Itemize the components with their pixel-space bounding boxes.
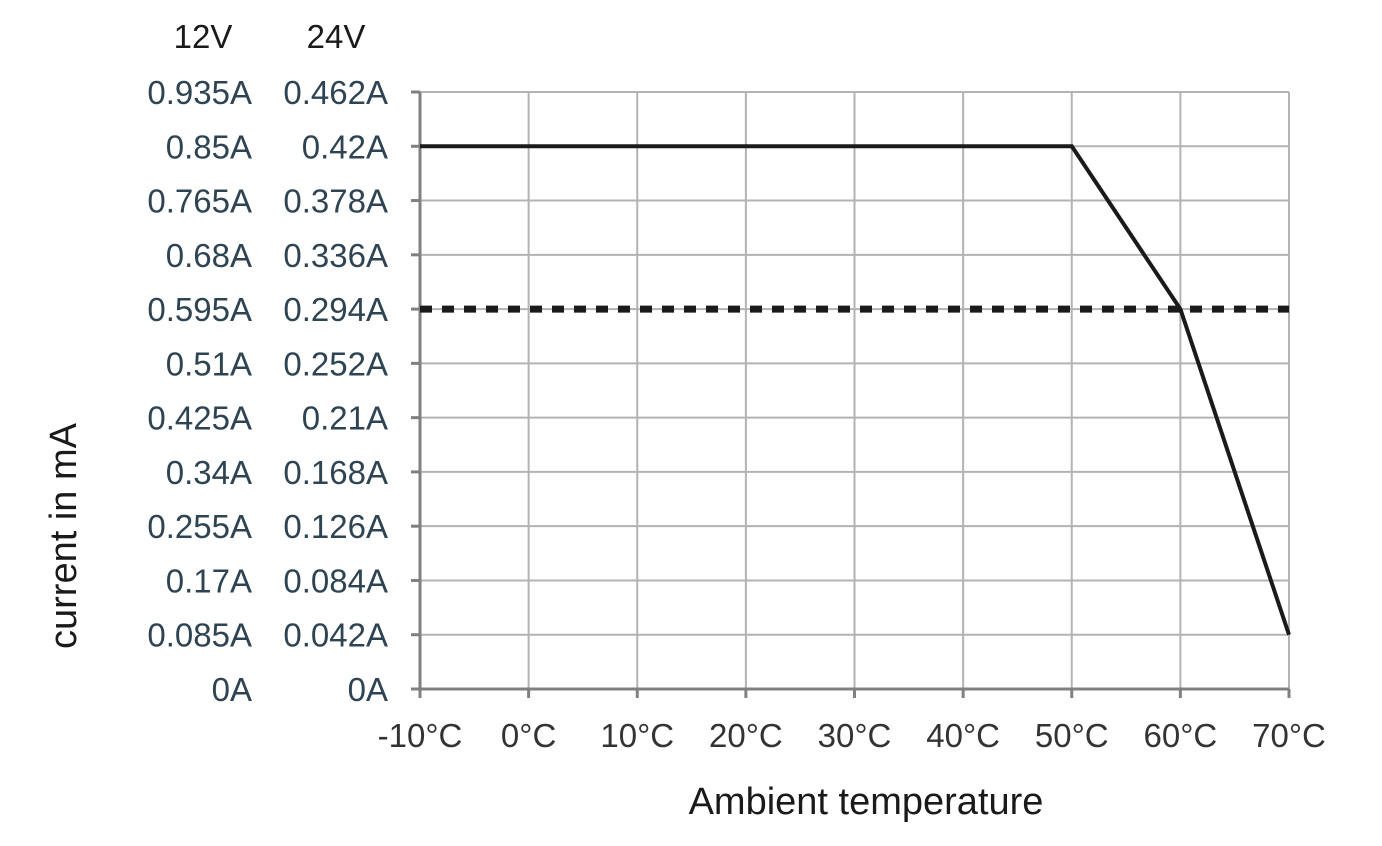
y-axis-12v-header: 12V <box>174 18 233 55</box>
y-tick-label-12v: 0.085A <box>147 617 252 654</box>
y-tick-label-12v: 0.17A <box>166 562 252 599</box>
x-tick-label: 20°C <box>709 717 783 754</box>
y-tick-label-24v: 0.21A <box>302 400 388 437</box>
x-tick-label: 50°C <box>1035 717 1109 754</box>
derating-curve <box>420 144 1291 636</box>
y-tick-label-12v: 0.51A <box>166 345 252 382</box>
y-tick-label-24v: 0.126A <box>283 508 388 545</box>
series <box>420 144 1291 636</box>
y-tick-label-24v: 0.378A <box>283 183 388 220</box>
x-tick-label: 10°C <box>600 717 674 754</box>
y-tick-label-24v: 0.294A <box>283 291 388 328</box>
y-tick-label-24v: 0.252A <box>283 345 388 382</box>
x-tick-label: 60°C <box>1144 717 1218 754</box>
x-tick-label: 0°C <box>501 717 556 754</box>
y-tick-label-12v: 0.595A <box>147 291 252 328</box>
y-tick-label-12v: 0.255A <box>147 508 252 545</box>
y-tick-label-24v: 0.168A <box>283 454 388 491</box>
y-tick-label-12v: 0.34A <box>166 454 252 491</box>
x-tick-label: 40°C <box>926 717 1000 754</box>
x-tick-label: 70°C <box>1252 717 1326 754</box>
y-tick-label-24v: 0.336A <box>283 237 388 274</box>
y-tick-label-24v: 0.42A <box>302 128 388 165</box>
y-tick-label-12v: 0.935A <box>147 74 252 111</box>
x-tick-label: 30°C <box>818 717 892 754</box>
x-axis-title: Ambient temperature <box>689 781 1044 823</box>
axes <box>411 90 1291 698</box>
y-tick-label-24v: 0A <box>348 671 388 708</box>
y-tick-label-12v: 0.85A <box>166 128 252 165</box>
y-tick-label-24v: 0.462A <box>283 74 388 111</box>
y-tick-label-12v: 0A <box>212 671 252 708</box>
y-tick-label-24v: 0.084A <box>283 562 388 599</box>
y-tick-label-12v: 0.425A <box>147 400 252 437</box>
y-axis-24v-header: 24V <box>307 18 366 55</box>
y-tick-label-12v: 0.68A <box>166 237 252 274</box>
y-tick-label-24v: 0.042A <box>283 617 388 654</box>
x-tick-label: -10°C <box>378 717 463 754</box>
tick-labels: -10°C 0°C 10°C 20°C 30°C 40°C 50°C 60°C 70°C 0A 0A… <box>147 74 1325 754</box>
y-axis-title: current in mA <box>43 422 85 649</box>
grid <box>420 91 1290 689</box>
y-tick-label-12v: 0.765A <box>147 183 252 220</box>
